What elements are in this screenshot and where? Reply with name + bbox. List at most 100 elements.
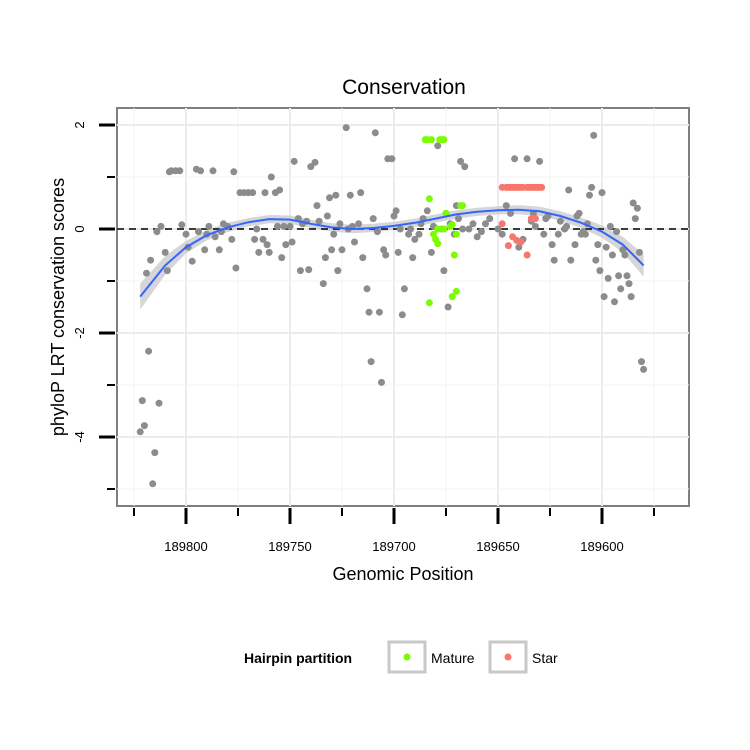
data-point-other [465,225,473,233]
data-point-other [396,225,404,233]
data-point-other [359,254,367,262]
data-point-other [276,186,284,194]
data-point-other [594,241,602,249]
x-tick-label: 189800 [164,539,207,554]
data-point-other [251,235,259,243]
data-point-other [326,194,333,202]
data-point-mature [452,230,460,238]
data-point-other [259,235,267,243]
data-point-other [606,222,614,230]
data-point-other [635,248,643,256]
data-point-other [163,267,171,275]
y-axis: 2 0 -2 -4 [72,121,115,490]
data-point-other [145,347,153,355]
data-point-other [563,222,571,230]
data-point-other [311,158,319,166]
data-points [136,124,648,488]
data-point-other [197,167,205,175]
data-point-other [373,228,381,236]
data-point-other [365,308,373,316]
data-point-other [494,225,502,233]
data-point-other [346,191,354,199]
x-axis: 189800 189750 189700 189650 189600 [133,508,655,554]
data-point-star [538,183,546,191]
data-point-other [627,293,635,301]
data-point-mature [452,287,460,295]
data-point-other [263,241,271,249]
data-point-other [290,157,298,165]
data-point-other [611,298,618,306]
legend-dot-mature [403,653,411,661]
data-point-other [228,235,236,243]
data-point-other [321,254,329,262]
data-point-other [550,256,558,264]
data-point-mature [448,221,456,229]
data-point-other [378,378,385,386]
data-point-other [328,246,336,254]
data-point-other [633,204,641,212]
data-point-other [274,222,281,230]
data-point-other [498,230,506,238]
data-point-star [523,251,531,259]
data-point-other [253,225,261,233]
data-point-other [588,183,596,191]
data-point-other [149,480,157,488]
x-axis-label: Genomic Position [332,564,473,584]
data-point-other [232,264,240,272]
data-point-other [305,266,313,274]
data-point-other [280,222,288,230]
data-point-other [411,235,419,243]
data-point-other [604,274,612,282]
data-point-other [355,220,363,228]
data-point-star [498,220,506,228]
data-point-other [382,251,390,259]
data-point-star [504,242,512,250]
data-point-other [282,241,290,249]
data-point-other [286,222,294,230]
x-tick-label: 189700 [372,539,415,554]
data-point-other [357,189,365,197]
data-point-mature [448,293,456,301]
x-tick-label: 189600 [580,539,623,554]
data-point-other [261,189,269,197]
data-point-other [598,189,606,197]
data-point-other [188,257,196,265]
data-point-other [153,228,161,236]
data-point-other [486,215,494,223]
data-point-other [319,280,327,288]
data-point-mature [450,251,458,259]
data-point-other [201,246,209,254]
data-point-other [315,217,323,225]
data-point-other [434,142,442,150]
data-point-other [502,202,510,210]
data-point-other [351,238,358,246]
data-point-other [536,157,544,165]
data-point-other [621,251,629,259]
y-tick-label: 0 [72,225,87,232]
data-point-other [548,241,556,249]
data-point-other [567,256,575,264]
data-point-other [444,303,452,311]
data-point-other [409,254,417,262]
data-point-other [469,220,477,228]
chart-title: Conservation [342,76,466,99]
x-tick-label: 189650 [476,539,519,554]
data-point-other [617,285,625,293]
data-point-other [440,267,448,275]
legend-key-star [488,640,528,674]
data-point-other [338,246,346,254]
data-point-other [147,256,155,264]
data-point-other [182,230,190,238]
legend-dot-star [504,653,512,661]
data-point-other [136,428,144,436]
data-point-other [278,254,286,262]
data-point-other [215,246,223,254]
legend-title: Hairpin partition [244,650,352,666]
data-point-star [531,215,539,223]
data-point-other [459,225,467,233]
data-point-other [511,155,519,163]
data-point-other [523,155,531,163]
data-point-other [157,222,165,230]
data-point-other [581,230,589,238]
